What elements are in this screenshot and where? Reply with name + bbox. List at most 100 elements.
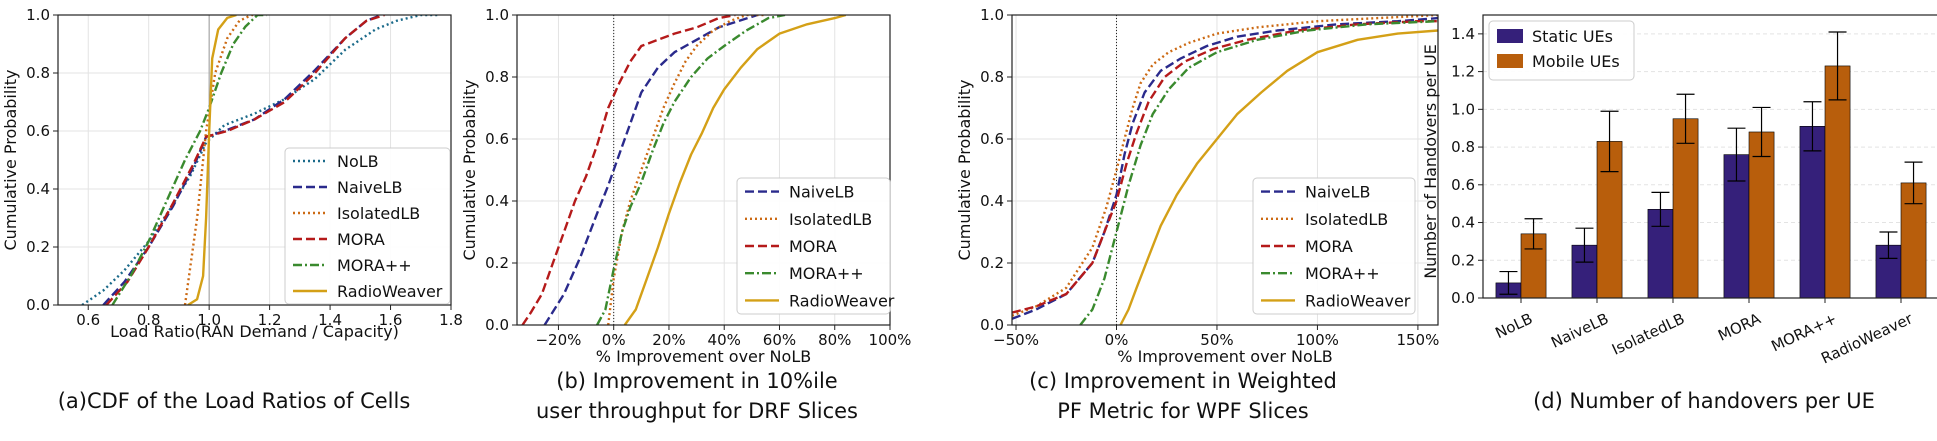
series-line-morapp: [111, 15, 267, 305]
x-tick-label: 1.2: [258, 311, 282, 329]
legend-box: [284, 147, 451, 305]
axes-frame: [57, 14, 452, 306]
series-line-mora: [1012, 20, 1438, 314]
y-tick-label: 0.8: [1451, 138, 1475, 156]
y-tick-label: 1.0: [980, 6, 1004, 24]
x-tick-label: 150%: [1396, 331, 1439, 349]
x-tick-label: 60%: [763, 331, 796, 349]
legend-entry-naivelb: NaiveLB: [1305, 183, 1370, 202]
caption-b-line2: user throughput for DRF Slices: [536, 399, 858, 423]
x-axis-label: % Improvement over NoLB: [1117, 347, 1332, 366]
legend-entry-static-ues: Static UEs: [1532, 27, 1613, 46]
y-tick-label: 0.4: [485, 192, 509, 210]
legend-entry-radioweaver: RadioWeaver: [789, 291, 895, 310]
panel-a-load-ratio-cdf: 0.6 0.8 1.0 1.2 1.4 1.6 1.80.00.20.40.60.81.0L…: [1, 6, 463, 341]
series-line-radioweaver: [187, 15, 237, 305]
caption-c-line1: (c) Improvement in Weighted: [1029, 369, 1337, 393]
y-axis-label: Cumulative Probability: [1, 70, 20, 251]
category-label-naivelb: NaiveLB: [1548, 309, 1611, 351]
legend-entry-morapp: MORA++: [789, 264, 864, 283]
legend: NoLB NaiveLB IsolatedLB MORA MORA++ RadioWeav…: [284, 147, 451, 305]
x-tick-label: 0.6: [76, 311, 100, 329]
caption-d: (d) Number of handovers per UE: [1533, 389, 1875, 413]
y-axis-label: Number of Handovers per UE: [1421, 44, 1440, 279]
y-tick-label: 0.2: [485, 254, 509, 272]
y-tick-label: 0.0: [980, 316, 1004, 334]
legend-entry-morapp: MORA++: [1305, 264, 1380, 283]
legend-entry-nolb: NoLB: [337, 152, 379, 171]
series-line-morapp: [596, 15, 786, 325]
series-line-mora: [105, 15, 385, 305]
x-axis-label: Load Ratio(RAN Demand / Capacity): [110, 322, 399, 341]
axes-frame: [1482, 14, 1937, 299]
series-line-naivelb: [543, 15, 758, 325]
x-tick-label: 1.4: [318, 311, 342, 329]
y-tick-label: 0.6: [980, 130, 1004, 148]
legend-entry-isolatedlb: IsolatedLB: [789, 210, 872, 229]
y-tick-label: 0.6: [1451, 176, 1475, 194]
series-line-radioweaver: [623, 15, 847, 325]
x-tick-label: 100%: [1296, 331, 1339, 349]
x-tick-label: 0%: [602, 331, 626, 349]
legend: NaiveLB IsolatedLB MORA MORA++ RadioWeaver: [736, 177, 895, 315]
legend-box: [1252, 177, 1416, 315]
x-tick-label: 0%: [1105, 331, 1129, 349]
legend-entry-isolatedlb: IsolatedLB: [1305, 210, 1388, 229]
category-label-nolb: NoLB: [1492, 309, 1535, 342]
x-tick-label: 40%: [708, 331, 741, 349]
x-tick-label: 1.6: [379, 311, 403, 329]
x-tick-label: 1.0: [197, 311, 221, 329]
legend-entry-naivelb: NaiveLB: [337, 178, 402, 197]
y-tick-label: 0.2: [1451, 251, 1475, 269]
panel-c-wpf-improvement-cdf: −50% 0% 50% 100% 150% 0.0 0.2 0.4 0.6 0.8 1.0 % Imp…: [955, 6, 1439, 366]
bar-mobile-ues-morapp: [1824, 65, 1851, 299]
y-tick-label: 0.2: [26, 238, 50, 256]
series-line-radioweaver: [1119, 29, 1438, 325]
y-tick-label: 1.0: [1451, 100, 1475, 118]
caption-c-line2: PF Metric for WPF Slices: [1057, 399, 1309, 423]
category-label-isolatedlb: IsolatedLB: [1609, 309, 1687, 358]
legend-box: [736, 177, 891, 315]
axes-frame: [1011, 14, 1439, 326]
bar-mobile-ues-isolatedlb: [1672, 118, 1699, 299]
series-line-morapp: [1079, 20, 1438, 325]
y-tick-label: 0.8: [26, 64, 50, 82]
y-axis-label: Cumulative Probability: [955, 80, 974, 261]
legend: Static UEs Mobile UEs: [1488, 20, 1635, 81]
x-tick-label: −20%: [535, 331, 581, 349]
y-tick-label: 0.0: [26, 296, 50, 314]
y-tick-label: 1.2: [1451, 63, 1475, 81]
x-axis-label: % Improvement over NoLB: [596, 347, 811, 366]
y-tick-label: 0.4: [26, 180, 50, 198]
x-tick-label: 20%: [652, 331, 685, 349]
y-tick-label: 0.6: [26, 122, 50, 140]
y-tick-label: 0.2: [980, 254, 1004, 272]
legend-entry-morapp: MORA++: [337, 256, 412, 275]
x-tick-label: 1.8: [439, 311, 463, 329]
caption-b-line1: (b) Improvement in 10%ile: [556, 369, 837, 393]
series-line-mora: [521, 15, 736, 325]
y-tick-label: 1.0: [485, 6, 509, 24]
y-tick-label: 0.4: [1451, 214, 1475, 232]
caption-a: (a)CDF of the Load Ratios of Cells: [58, 389, 411, 413]
bar-static-ues-morapp: [1799, 126, 1826, 299]
legend-entry-radioweaver: RadioWeaver: [337, 282, 443, 301]
legend-swatch-mobile-ues: [1497, 54, 1523, 68]
x-tick-label: 50%: [1200, 331, 1233, 349]
series-line-isolatedlb: [1012, 15, 1438, 317]
legend-entry-mora: MORA: [789, 237, 837, 256]
legend-entry-mora: MORA: [1305, 237, 1353, 256]
legend: NaiveLB IsolatedLB MORA MORA++ RadioWeaver: [1252, 177, 1416, 315]
legend-entry-naivelb: NaiveLB: [789, 183, 854, 202]
legend-swatch-static-ues: [1497, 29, 1523, 43]
axes-frame: [516, 14, 891, 326]
x-tick-label: 0.8: [137, 311, 161, 329]
legend-box: [1488, 20, 1635, 81]
y-tick-label: 0.8: [980, 68, 1004, 86]
y-tick-label: 0.4: [980, 192, 1004, 210]
legend-entry-mobile-ues: Mobile UEs: [1532, 52, 1620, 71]
x-tick-label: 100%: [869, 331, 912, 349]
y-tick-label: 1.0: [26, 6, 50, 24]
